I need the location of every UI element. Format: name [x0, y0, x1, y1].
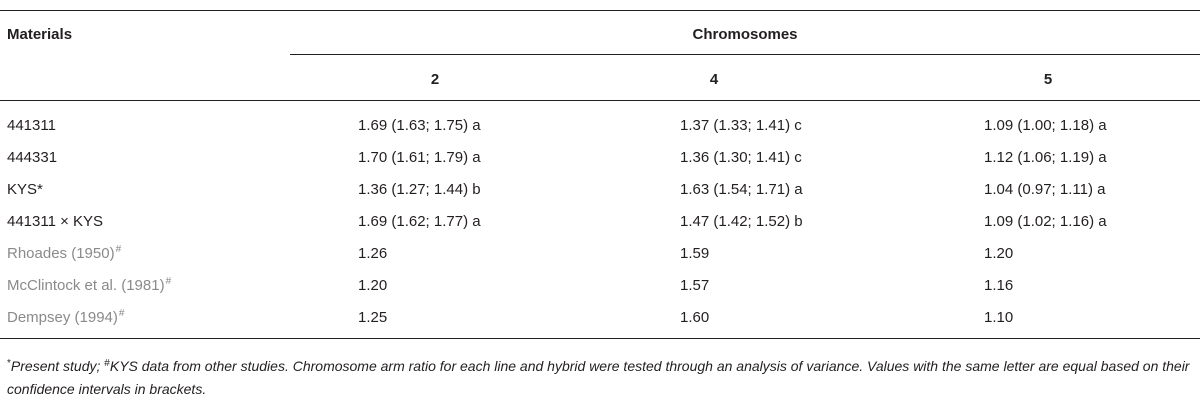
- table-header-rule: [0, 100, 1200, 101]
- material-label: 444331: [7, 149, 58, 166]
- material-cell: 444331: [7, 149, 57, 167]
- arm-ratio-cell: 1.26: [358, 245, 388, 262]
- material-cell: McClintock et al. (1981)#: [7, 276, 172, 297]
- table-row: KYS* 1.36 (1.27; 1.44) b 1.63 (1.54; 1.71)…: [0, 181, 1200, 213]
- table-row: 441311 × KYS 1.69 (1.62; 1.77) a 1.47 (1.4…: [0, 213, 1200, 245]
- arm-ratio-cell: 1.47 (1.42; 1.52) b: [680, 213, 803, 230]
- arm-ratio-cell: 1.25: [358, 309, 388, 326]
- header-chromosome-5: 5: [1043, 71, 1053, 88]
- arm-ratio-cell: 1.63 (1.54; 1.71) a: [680, 181, 803, 198]
- arm-ratio-cell: 1.36 (1.30; 1.41) c: [680, 149, 802, 166]
- arm-ratio-cell: 1.12 (1.06; 1.19) a: [984, 149, 1107, 166]
- table-row: Dempsey (1994)# 1.25 1.60 1.10: [0, 308, 1200, 341]
- material-cell: KYS*: [7, 181, 43, 199]
- material-cell: 441311: [7, 117, 56, 135]
- arm-ratio-cell: 1.69 (1.62; 1.77) a: [358, 213, 481, 230]
- arm-ratio-cell: 1.09 (1.02; 1.16) a: [984, 213, 1107, 230]
- material-cell: Dempsey (1994)#: [7, 308, 125, 329]
- arm-ratio-cell: 1.57: [680, 277, 710, 294]
- material-label: McClintock et al. (1981): [7, 277, 165, 294]
- arm-ratio-cell: 1.04 (0.97; 1.11) a: [984, 181, 1106, 198]
- header-chromosome-2: 2: [430, 71, 440, 88]
- material-superscript: #: [165, 276, 172, 287]
- arm-ratio-cell: 1.69 (1.63; 1.75) a: [358, 117, 481, 134]
- footnote-text-1: Present study;: [10, 358, 105, 374]
- header-chromosomes: Chromosomes: [692, 26, 798, 43]
- table-row: McClintock et al. (1981)# 1.20 1.57 1.16: [0, 276, 1200, 309]
- table-footnote: *Present study; #KYS data from other stu…: [7, 356, 1193, 399]
- header-materials: Materials: [7, 26, 73, 43]
- arm-ratio-cell: 1.37 (1.33; 1.41) c: [680, 117, 802, 134]
- table-row: 444331 1.70 (1.61; 1.79) a 1.36 (1.30; 1.4…: [0, 149, 1200, 181]
- chromosomes-subrule: [290, 54, 1200, 55]
- table-top-rule: [0, 10, 1200, 11]
- material-cell: Rhoades (1950)#: [7, 244, 122, 265]
- table-row: 441311 1.69 (1.63; 1.75) a 1.37 (1.33; 1.4…: [0, 117, 1200, 149]
- material-label: Rhoades (1950): [7, 245, 115, 262]
- material-superscript: #: [115, 244, 122, 255]
- arm-ratio-cell: 1.59: [680, 245, 710, 262]
- arm-ratio-cell: 1.60: [680, 309, 710, 326]
- table-bottom-rule: [0, 338, 1200, 339]
- material-cell: 441311 × KYS: [7, 213, 103, 231]
- arm-ratio-cell: 1.20: [984, 245, 1014, 262]
- footnote-mark-hash: #: [104, 358, 110, 369]
- table-row: Rhoades (1950)# 1.26 1.59 1.20: [0, 244, 1200, 277]
- material-label: Dempsey (1994): [7, 309, 118, 326]
- footnote-mark-asterisk: *: [7, 358, 11, 369]
- arm-ratio-cell: 1.10: [984, 309, 1014, 326]
- material-label: 441311 × KYS: [7, 213, 104, 230]
- arm-ratio-cell: 1.70 (1.61; 1.79) a: [358, 149, 481, 166]
- arm-ratio-cell: 1.16: [984, 277, 1014, 294]
- material-superscript: #: [118, 308, 125, 319]
- material-label: KYS*: [7, 181, 43, 198]
- header-chromosome-4: 4: [709, 71, 719, 88]
- arm-ratio-cell: 1.09 (1.00; 1.18) a: [984, 117, 1107, 134]
- arm-ratio-cell: 1.36 (1.27; 1.44) b: [358, 181, 481, 198]
- arm-ratio-cell: 1.20: [358, 277, 388, 294]
- footnote-text-2: KYS data from other studies. Chromosome …: [7, 358, 1190, 397]
- material-label: 441311: [7, 117, 56, 134]
